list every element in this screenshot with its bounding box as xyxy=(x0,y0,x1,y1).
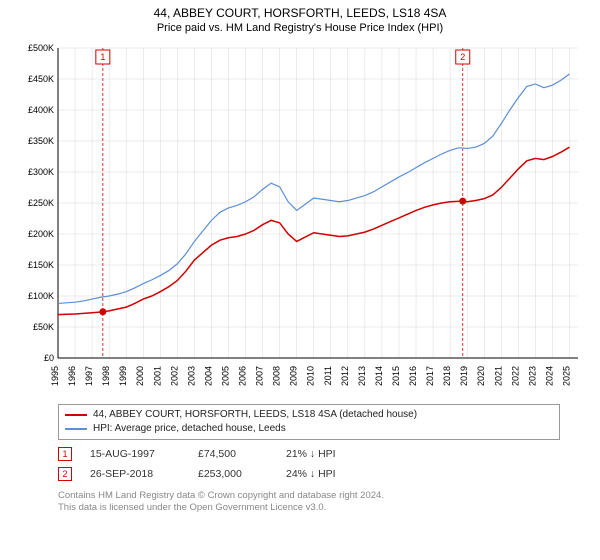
svg-text:2007: 2007 xyxy=(255,366,265,386)
footer-line2: This data is licensed under the Open Gov… xyxy=(58,502,560,514)
svg-text:1995: 1995 xyxy=(50,366,60,386)
transaction-pct: 21% ↓ HPI xyxy=(286,448,376,460)
legend: 44, ABBEY COURT, HORSFORTH, LEEDS, LS18 … xyxy=(58,404,560,440)
transaction-date: 26-SEP-2018 xyxy=(90,468,180,480)
svg-text:2014: 2014 xyxy=(374,366,384,386)
transaction-price: £253,000 xyxy=(198,468,268,480)
svg-text:£450K: £450K xyxy=(28,74,54,84)
svg-text:2000: 2000 xyxy=(135,366,145,386)
legend-label: 44, ABBEY COURT, HORSFORTH, LEEDS, LS18 … xyxy=(93,408,417,422)
svg-text:£150K: £150K xyxy=(28,260,54,270)
svg-text:2023: 2023 xyxy=(527,366,537,386)
svg-text:1997: 1997 xyxy=(84,366,94,386)
svg-text:2: 2 xyxy=(460,52,465,62)
legend-row: 44, ABBEY COURT, HORSFORTH, LEEDS, LS18 … xyxy=(65,408,553,422)
svg-text:2021: 2021 xyxy=(493,366,503,386)
svg-text:2003: 2003 xyxy=(186,366,196,386)
svg-text:£400K: £400K xyxy=(28,105,54,115)
svg-text:£350K: £350K xyxy=(28,136,54,146)
transaction-date: 15-AUG-1997 xyxy=(90,448,180,460)
svg-text:1996: 1996 xyxy=(67,366,77,386)
svg-text:£50K: £50K xyxy=(33,322,54,332)
svg-text:2005: 2005 xyxy=(220,366,230,386)
transaction-badge: 2 xyxy=(58,467,72,481)
svg-text:2018: 2018 xyxy=(442,366,452,386)
svg-text:£100K: £100K xyxy=(28,291,54,301)
svg-text:£0: £0 xyxy=(44,353,54,363)
legend-row: HPI: Average price, detached house, Leed… xyxy=(65,422,553,436)
svg-text:2009: 2009 xyxy=(289,366,299,386)
svg-text:1998: 1998 xyxy=(101,366,111,386)
svg-text:1: 1 xyxy=(100,52,105,62)
svg-text:2002: 2002 xyxy=(169,366,179,386)
svg-text:2024: 2024 xyxy=(544,366,554,386)
svg-text:2020: 2020 xyxy=(476,366,486,386)
svg-text:2010: 2010 xyxy=(306,366,316,386)
svg-text:2017: 2017 xyxy=(425,366,435,386)
legend-swatch xyxy=(65,414,87,416)
svg-text:2004: 2004 xyxy=(203,366,213,386)
transaction-row: 1 15-AUG-1997 £74,500 21% ↓ HPI xyxy=(58,444,560,464)
svg-text:2016: 2016 xyxy=(408,366,418,386)
transaction-price: £74,500 xyxy=(198,448,268,460)
svg-text:£300K: £300K xyxy=(28,167,54,177)
chart-plot: £0 £50K £100K £150K £200K £250K £300K £350K £400… xyxy=(10,38,590,398)
svg-text:£500K: £500K xyxy=(28,43,54,53)
legend-label: HPI: Average price, detached house, Leed… xyxy=(93,422,286,436)
svg-text:2025: 2025 xyxy=(561,366,571,386)
chart-subtitle: Price paid vs. HM Land Registry's House … xyxy=(10,22,590,34)
svg-text:1999: 1999 xyxy=(118,366,128,386)
transaction-row: 2 26-SEP-2018 £253,000 24% ↓ HPI xyxy=(58,464,560,484)
transaction-badge: 1 xyxy=(58,447,72,461)
transactions-table: 1 15-AUG-1997 £74,500 21% ↓ HPI 2 26-SEP-2018… xyxy=(58,444,560,484)
svg-text:£200K: £200K xyxy=(28,229,54,239)
svg-text:2015: 2015 xyxy=(391,366,401,386)
svg-text:2012: 2012 xyxy=(340,366,350,386)
svg-text:2006: 2006 xyxy=(238,366,248,386)
legend-swatch xyxy=(65,428,87,430)
chart-title: 44, ABBEY COURT, HORSFORTH, LEEDS, LS18 … xyxy=(10,6,590,20)
footer-line1: Contains HM Land Registry data © Crown c… xyxy=(58,490,560,502)
svg-text:£250K: £250K xyxy=(28,198,54,208)
svg-text:2013: 2013 xyxy=(357,366,367,386)
chart-container: 44, ABBEY COURT, HORSFORTH, LEEDS, LS18 … xyxy=(0,0,600,514)
svg-text:2011: 2011 xyxy=(323,366,333,385)
svg-text:2001: 2001 xyxy=(152,366,162,386)
svg-text:2008: 2008 xyxy=(272,366,282,386)
transaction-pct: 24% ↓ HPI xyxy=(286,468,376,480)
footer-attribution: Contains HM Land Registry data © Crown c… xyxy=(58,490,560,514)
svg-text:2019: 2019 xyxy=(459,366,469,386)
svg-text:2022: 2022 xyxy=(510,366,520,386)
